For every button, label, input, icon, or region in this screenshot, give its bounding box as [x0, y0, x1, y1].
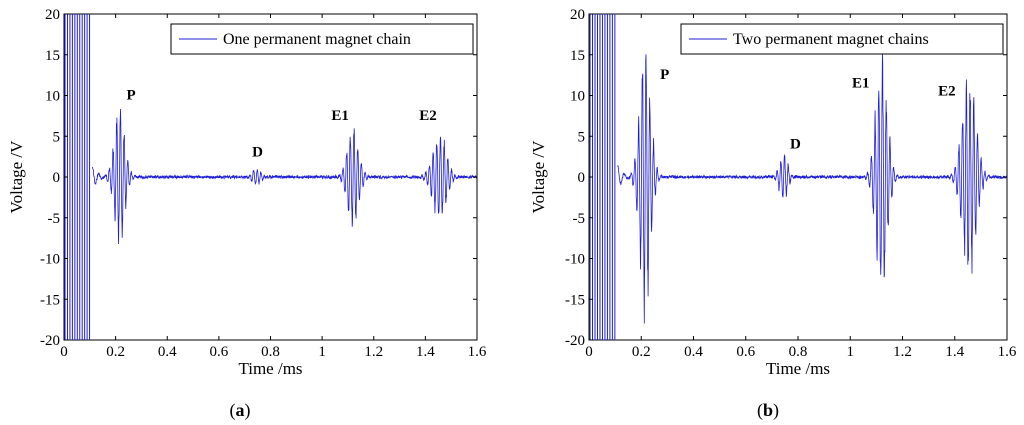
y-tick-label: -5 [48, 211, 61, 227]
x-tick-label: 1.4 [945, 344, 964, 360]
peak-annotation: P [127, 88, 136, 104]
x-tick-label: 1 [318, 344, 326, 360]
x-tick-label: 1.2 [364, 344, 383, 360]
peak-annotation: D [790, 136, 801, 152]
series-line [617, 53, 1007, 324]
y-tick-label: -20 [565, 333, 585, 349]
y-axis-title: Voltage /V [529, 140, 548, 214]
y-tick-label: -10 [40, 252, 60, 268]
x-axis-title: Time /ms [766, 359, 830, 378]
initial-saturation-spikes [64, 14, 91, 340]
y-tick-label: 10 [570, 89, 585, 105]
chart-panel-a: 0 0.2 0.4 0.6 0.8 1 1.2 1.4 1.6 20 15 10 5 0 -5 -10 -15 -… [7, 7, 487, 421]
panel-caption: (b) [757, 400, 779, 421]
y-tick-label: -10 [565, 252, 585, 268]
x-tick-label: 0.8 [789, 344, 808, 360]
legend-label: Two permanent magnet chains [733, 31, 929, 48]
y-tick-label: 20 [570, 7, 585, 23]
x-tick-label: 0.2 [632, 344, 651, 360]
y-axis-title: Voltage /V [7, 140, 26, 214]
y-tick-label: -15 [565, 292, 585, 308]
y-tick-label: 15 [570, 48, 585, 64]
legend-label: One permanent magnet chain [223, 31, 411, 48]
x-tick-label: 1.4 [416, 344, 435, 360]
y-tick-label: 5 [578, 129, 586, 145]
legend: One permanent magnet chain [170, 23, 474, 55]
x-axis-title: Time /ms [238, 359, 302, 378]
peak-annotation: E1 [852, 75, 870, 91]
y-tick-label: 20 [45, 7, 60, 23]
legend-box [170, 23, 474, 55]
x-tick-label: 1.6 [468, 344, 487, 360]
x-tick-label: 0.8 [261, 344, 280, 360]
y-tick-label: -5 [573, 211, 586, 227]
peak-annotation: E2 [938, 84, 956, 100]
x-tick-label: 1.6 [998, 344, 1017, 360]
peak-annotation: E1 [331, 108, 349, 124]
peak-annotation: E2 [419, 108, 437, 124]
x-tick-label: 0.4 [158, 344, 177, 360]
chart-panel-b: 0 0.2 0.4 0.6 0.8 1 1.2 1.4 1.6 20 15 10 5 0 -5 -10 -15 -… [529, 7, 1017, 421]
x-tick-label: 1.2 [893, 344, 912, 360]
y-tick-label: -15 [40, 292, 60, 308]
y-tick-label: 0 [578, 170, 586, 186]
y-tick-label: 10 [45, 89, 60, 105]
x-tick-label: 0.6 [736, 344, 755, 360]
x-tick-label: 0.6 [210, 344, 229, 360]
x-tick-label: 0.2 [106, 344, 125, 360]
y-tick-label: -20 [40, 333, 60, 349]
x-tick-label: 0 [585, 344, 593, 360]
series-line [92, 108, 477, 245]
x-tick-label: 1 [847, 344, 855, 360]
y-tick-label: 0 [53, 170, 61, 186]
peak-annotation: D [252, 145, 263, 161]
y-tick-label: 5 [53, 129, 61, 145]
y-tick-label: 15 [45, 48, 60, 64]
panel-caption: (a) [230, 400, 251, 421]
peak-annotation: P [660, 67, 669, 83]
legend-box [680, 23, 1004, 55]
legend: Two permanent magnet chains [680, 23, 1004, 55]
x-tick-label: 0.4 [684, 344, 703, 360]
x-tick-label: 0 [60, 344, 68, 360]
initial-saturation-spikes [589, 14, 616, 340]
